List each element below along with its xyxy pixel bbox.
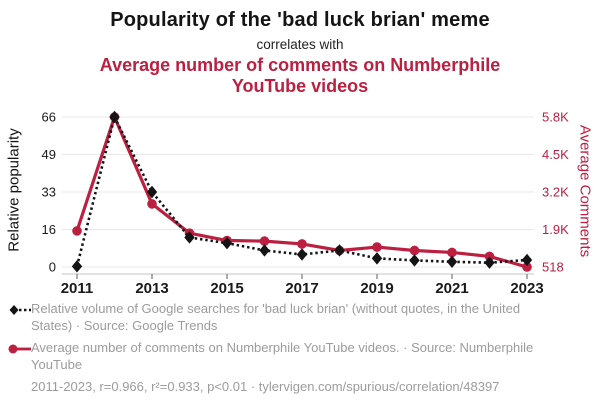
left-axis-tick-label: 16 [42,222,56,237]
data-point-google-trends [71,260,83,273]
legend-item-numberphile-comments: Average number of comments on Numberphil… [7,340,592,373]
data-point-google-trends [371,252,383,265]
data-point-numberphile-comments [372,242,382,252]
x-axis-tick-label: 2017 [285,280,318,297]
footer-citation: 2011-2023, r=0.966, r²=0.933, p<0.01 · t… [31,379,500,394]
x-axis-tick-label: 2021 [435,280,468,297]
data-point-google-trends [521,253,533,267]
right-axis-tick-label: 518 [542,260,564,275]
left-axis-tick-label: 66 [42,110,56,125]
right-axis-tick-label: 5.8K [542,110,569,125]
data-point-google-trends [446,255,458,268]
left-axis-title: Relative popularity [5,128,23,252]
data-point-numberphile-comments [447,247,457,258]
red-circle-solid-line-icon [8,344,31,354]
data-point-numberphile-comments [409,245,420,256]
data-point-numberphile-comments [147,199,157,209]
chart-title: Popularity of the 'bad luck brian' meme [110,9,490,31]
left-axis-tick-label: 33 [42,185,56,200]
right-axis-tick-label: 4.5K [542,147,569,162]
chart-subtitle: Average number of comments on Numberphil… [99,55,501,96]
data-point-google-trends [484,256,495,269]
right-axis-title: Average Comments [576,124,594,258]
x-axis-tick-label: 2015 [210,280,243,297]
x-axis-tick-label: 2019 [360,280,393,297]
data-point-google-trends [409,254,420,267]
left-axis-tick-label: 0 [49,260,56,275]
x-axis-tick-label: 2011 [61,280,94,297]
x-axis-tick-label: 2023 [510,280,543,297]
data-point-google-trends [184,231,195,244]
right-axis-tick-label: 3.2K [542,185,569,200]
x-axis-tick-label: 2013 [135,280,168,297]
legend-item-label: Average number of comments on Numberphil… [31,340,534,372]
data-point-google-trends [334,244,345,257]
data-point-numberphile-comments [259,236,270,246]
left-axis-tick-label: 49 [42,147,56,162]
legend: Relative volume of Google searches for '… [7,301,592,379]
data-point-google-trends [296,248,308,261]
data-point-google-trends [221,236,233,250]
data-point-numberphile-comments [484,251,495,262]
black-diamond-dashed-line-icon [9,305,31,315]
correlates-with-text: correlates with [256,37,344,52]
legend-item-label: Relative volume of Google searches for '… [31,301,521,333]
data-point-google-trends [146,185,158,199]
data-point-numberphile-comments [297,239,307,249]
chart-plot-area: 0 518 16 1.9K 33 3.2K 49 4.5K 66 5.8K 2011 2013 2015… [42,110,570,298]
data-point-numberphile-comments [522,262,532,272]
data-point-numberphile-comments [72,226,82,236]
data-point-google-trends [109,110,120,124]
data-point-google-trends [259,244,270,257]
legend-item-google-trends: Relative volume of Google searches for '… [7,301,592,334]
right-axis-tick-label: 1.9K [542,222,569,237]
